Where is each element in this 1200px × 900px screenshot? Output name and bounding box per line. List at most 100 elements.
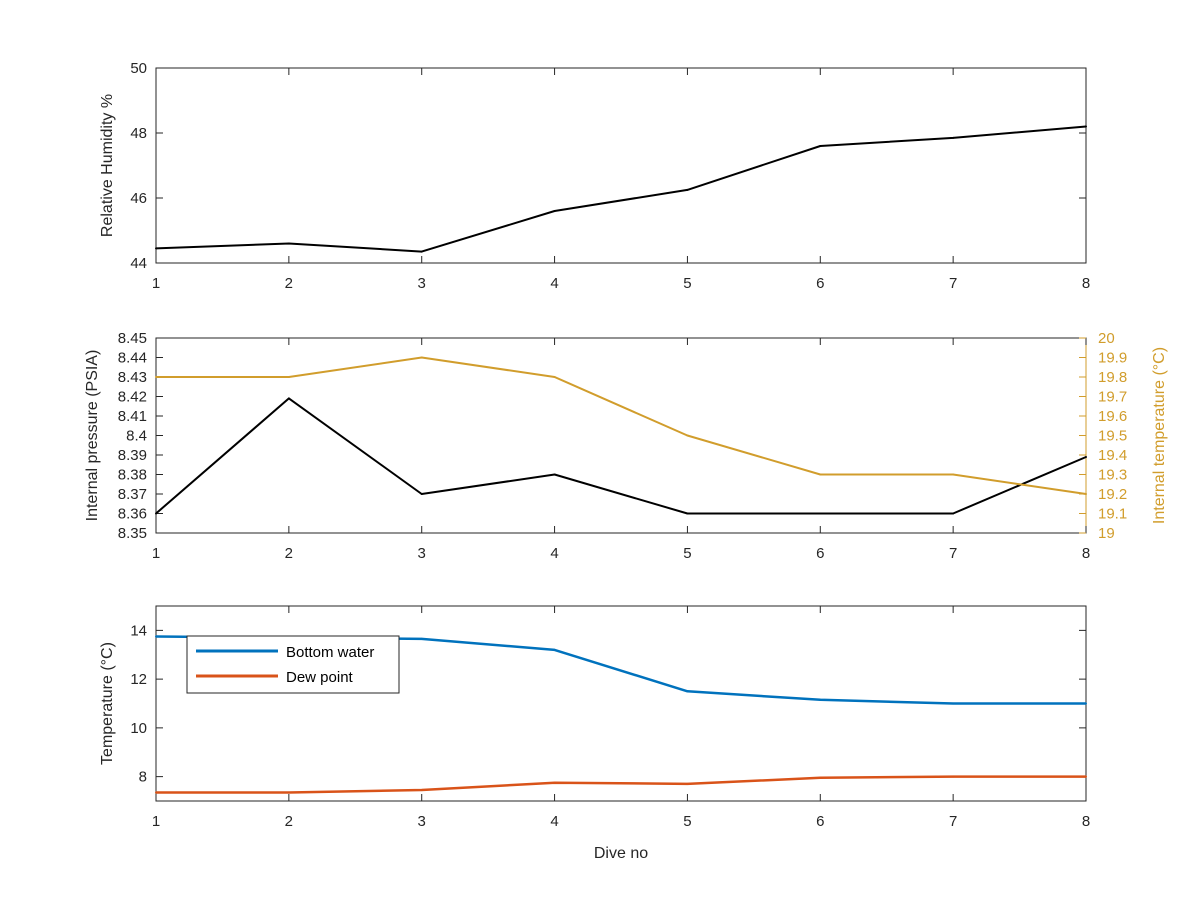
temperature-x-tick-label: 4 [550, 813, 558, 830]
pressure-y-tick-label: 8.44 [118, 350, 147, 367]
temperature-x-tick-label: 3 [418, 813, 426, 830]
legend-label-dew-point: Dew point [286, 669, 354, 686]
pressure-x-tick-label: 4 [550, 545, 558, 562]
humidity-y-tick-label: 44 [130, 255, 147, 272]
temperature-right-tick-label: 19.8 [1098, 369, 1127, 386]
pressure-series-0-point [686, 512, 689, 515]
temperature-x-tick-label: 2 [285, 813, 293, 830]
dew-point-line [156, 775, 1086, 794]
bottom-water-point [952, 702, 955, 705]
temperature-right-axis-label: Internal temperature (°C) [1151, 347, 1168, 524]
humidity-series-0-point [287, 242, 290, 245]
humidity-x-tick-label: 4 [550, 275, 558, 292]
temperature-x-tick-label: 7 [949, 813, 957, 830]
pressure-x-tick-label: 2 [285, 545, 293, 562]
x-axis-label: Dive no [594, 845, 648, 862]
bottom-water-point [686, 690, 689, 693]
pressure-plot-area [155, 337, 1087, 534]
temperature-x-ticks: 1 2 3 4 5 6 7 8 [152, 606, 1090, 830]
temperature-right-ticks: 19 19.1 19.2 19.3 19.4 19.5 19.6 19.7 19.8 19.9 20 [1079, 330, 1127, 542]
pressure-x-tick-label: 3 [418, 545, 426, 562]
dew-point-point [686, 782, 689, 785]
pressure-series-1-point [819, 473, 822, 476]
temperature-right-tick-label: 19.5 [1098, 428, 1127, 445]
pressure-series-0-point [420, 493, 423, 495]
pressure-y-tick-label: 8.36 [118, 506, 147, 523]
pressure-series-1-line [156, 356, 1087, 495]
pressure-series-0-point [1085, 456, 1087, 458]
temperature-right-tick-label: 19 [1098, 525, 1115, 542]
humidity-series-0-point [1085, 125, 1087, 128]
humidity-x-tick-label: 1 [152, 275, 160, 292]
pressure-series-0-point [952, 512, 955, 515]
pressure-x-tick-label: 1 [152, 545, 160, 562]
temperature-right-tick-label: 19.1 [1098, 506, 1127, 523]
pressure-series-1-point [686, 434, 689, 437]
bottom-water-point [819, 698, 822, 701]
dew-point-point [1085, 775, 1087, 778]
temperature-y-tick-label: 14 [130, 622, 147, 639]
dew-point-point [952, 775, 955, 778]
pressure-series-1-point [553, 376, 556, 378]
humidity-panel: 1 2 3 4 5 6 7 8 44 46 48 50 Relative Humidity % [99, 60, 1090, 292]
temperature-y-tick-label: 12 [130, 671, 147, 688]
bottom-water-point [1085, 702, 1087, 705]
pressure-series [155, 356, 1087, 515]
humidity-y-tick-label: 48 [130, 125, 147, 142]
pressure-series-1-point [420, 356, 423, 359]
pressure-y-tick-label: 8.45 [118, 330, 147, 347]
temperature-x-tick-label: 8 [1082, 813, 1090, 830]
pressure-x-ticks: 1 2 3 4 5 6 7 8 [152, 338, 1090, 562]
pressure-series-1-point [952, 473, 955, 476]
humidity-x-ticks: 1 2 3 4 5 6 7 8 [152, 68, 1090, 292]
dew-point-point [420, 789, 423, 791]
bottom-water-point [155, 635, 157, 638]
pressure-series-0-point [155, 512, 157, 515]
pressure-y-ticks: 8.35 8.36 8.37 8.38 8.39 8.4 8.41 8.42 8.43 8.44 8… [118, 330, 163, 542]
temperature-x-tick-label: 5 [683, 813, 691, 830]
pressure-series-1-point [287, 376, 290, 378]
humidity-plot-area [155, 67, 1087, 264]
pressure-y-tick-label: 8.41 [118, 408, 147, 425]
pressure-x-tick-label: 8 [1082, 545, 1090, 562]
pressure-y-tick-label: 8.38 [118, 467, 147, 484]
pressure-series-0-point [553, 473, 556, 476]
pressure-series-1-point [1085, 493, 1087, 495]
dew-point-point [819, 776, 822, 779]
humidity-x-tick-label: 7 [949, 275, 957, 292]
temperature-right-tick-label: 19.6 [1098, 408, 1127, 425]
humidity-series-0-point [686, 188, 689, 191]
temperature-x-tick-label: 6 [816, 813, 824, 830]
dew-point-point [287, 791, 290, 794]
pressure-y-tick-label: 8.42 [118, 389, 147, 406]
temperature-y-tick-label: 10 [130, 720, 147, 737]
humidity-series-0-point [819, 145, 822, 147]
temperature-x-tick-label: 1 [152, 813, 160, 830]
humidity-y-axis-label: Relative Humidity % [99, 94, 116, 237]
legend-box [186, 635, 400, 694]
dew-point-point [155, 791, 157, 794]
pressure-y-tick-label: 8.43 [118, 369, 147, 386]
humidity-y-tick-label: 50 [130, 60, 147, 77]
pressure-series-1-point [155, 376, 157, 378]
humidity-x-tick-label: 5 [683, 275, 691, 292]
pressure-y-tick-label: 8.39 [118, 447, 147, 464]
bottom-water-point [420, 637, 423, 640]
temperature-y-tick-label: 8 [139, 769, 147, 786]
temperature-y-ticks: 8 10 12 14 [130, 622, 1086, 786]
dew-point-point [553, 781, 556, 784]
legend: Bottom water Dew point [186, 635, 400, 694]
humidity-x-tick-label: 2 [285, 275, 293, 292]
humidity-series-0-line [155, 125, 1087, 253]
temperature-right-tick-label: 19.9 [1098, 350, 1127, 367]
humidity-series-0-point [420, 250, 423, 253]
pressure-y-tick-label: 8.35 [118, 525, 147, 542]
legend-label-bottom-water: Bottom water [286, 644, 374, 661]
pressure-temperature-panel: 1 2 3 4 5 6 7 8 8.35 8.36 8.37 8.38 8.39 8.4 8.41 8.42… [84, 330, 1168, 562]
bottom-water-point [553, 648, 556, 651]
humidity-series-0-point [952, 136, 955, 139]
pressure-y-tick-label: 8.37 [118, 486, 147, 503]
pressure-series-0-point [819, 512, 822, 515]
pressure-x-tick-label: 7 [949, 545, 957, 562]
